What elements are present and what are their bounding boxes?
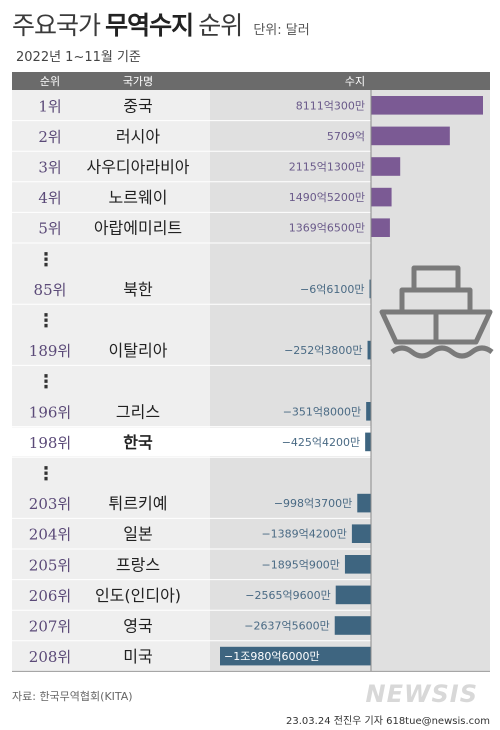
ellipsis-gap: ⋮: [37, 311, 55, 332]
value-label: −1389억4200만: [261, 528, 346, 541]
rank-label: 198위: [29, 434, 71, 452]
credit-line: 23.03.24 전진우 기자 618tue@newsis.com: [286, 716, 490, 727]
country-label: 그리스: [116, 402, 160, 421]
value-label: 2115억1300만: [289, 161, 365, 174]
value-label: −351억8000만: [283, 405, 361, 418]
value-label: −2565억9600만: [245, 589, 330, 602]
rank-label: 207위: [29, 618, 71, 636]
header-value: 수지: [345, 75, 365, 88]
rank-label: 4위: [38, 189, 61, 207]
country-label: 아랍에미리트: [94, 219, 182, 238]
bar-negative: [367, 340, 371, 360]
country-label: 튀르키예: [109, 494, 168, 513]
country-label: 중국: [123, 96, 152, 115]
bar-positive: [371, 157, 401, 176]
ellipsis-gap: ⋮: [37, 372, 55, 393]
bar-negative: [365, 432, 371, 452]
source-note: 자료: 한국무역협회(KITA): [12, 690, 133, 703]
bar-positive: [371, 126, 450, 146]
title-part1: 주요국가: [12, 11, 101, 40]
unit-label: 단위: 달러: [253, 23, 310, 38]
ellipsis-gap: ⋮: [37, 464, 55, 485]
value-label: −1조980억6000만: [224, 650, 320, 663]
ellipsis-gap: ⋮: [37, 249, 55, 270]
header-country: 국가명: [123, 75, 153, 88]
bar-negative: [357, 493, 371, 513]
chart-title: 주요국가 무역수지 순위 단위: 달러: [12, 6, 310, 40]
country-label: 프랑스: [116, 555, 160, 574]
bar-positive: [371, 96, 483, 115]
table-header: [12, 72, 490, 90]
bar-negative: [344, 555, 371, 574]
rank-label: 205위: [29, 556, 71, 574]
bar-positive: [371, 187, 392, 207]
value-label: −1895억900만: [261, 558, 339, 571]
ship-icon: [379, 265, 494, 359]
rank-label: 85위: [34, 281, 67, 299]
country-label: 인도(인디아): [95, 586, 181, 605]
value-label: 5709억: [327, 130, 365, 143]
country-label: 일본: [123, 525, 152, 544]
chart-subtitle: 2022년 1~11월 기준: [16, 50, 141, 65]
value-label: 1369억6500만: [289, 222, 365, 235]
value-label: −252억3800만: [284, 344, 362, 357]
bar-negative: [351, 524, 371, 543]
value-label: −6억6100만: [300, 283, 364, 296]
rank-label: 5위: [38, 220, 61, 238]
rank-label: 204위: [29, 526, 71, 544]
rank-label: 189위: [29, 342, 71, 360]
country-label: 북한: [123, 280, 153, 299]
title-part2: 순위: [198, 11, 243, 40]
value-label: 8111억300만: [296, 99, 365, 112]
bar-positive: [371, 218, 390, 237]
value-label: −425억4200만: [282, 436, 360, 449]
value-label: −2637억5600만: [244, 620, 329, 633]
country-label: 노르웨이: [109, 188, 168, 207]
bar-negative: [334, 616, 371, 635]
value-label: −998억3700만: [274, 497, 352, 510]
newsis-logo: NEWSIS: [365, 680, 478, 708]
rank-label: 2위: [38, 128, 61, 146]
country-label: 영국: [123, 617, 152, 636]
country-label: 사우디아라비아: [86, 158, 189, 177]
value-label: 1490억5200만: [289, 191, 365, 204]
header-rank: 순위: [40, 75, 60, 88]
bar-negative: [369, 279, 371, 299]
rank-label: 196위: [29, 403, 71, 421]
rank-label: 3위: [38, 159, 61, 177]
rank-label: 208위: [29, 648, 71, 666]
country-label: 한국: [123, 433, 153, 452]
title-bold: 무역수지: [105, 11, 194, 40]
country-label: 미국: [123, 647, 152, 666]
highlight-row: [12, 427, 371, 457]
country-label: 이탈리아: [109, 341, 168, 360]
bar-negative: [366, 402, 371, 421]
country-label: 러시아: [116, 127, 160, 146]
bar-negative: [335, 585, 371, 605]
rank-label: 203위: [29, 495, 71, 513]
rank-label: 1위: [38, 97, 61, 115]
rank-label: 206위: [29, 587, 71, 605]
bar-negative: [220, 646, 371, 666]
